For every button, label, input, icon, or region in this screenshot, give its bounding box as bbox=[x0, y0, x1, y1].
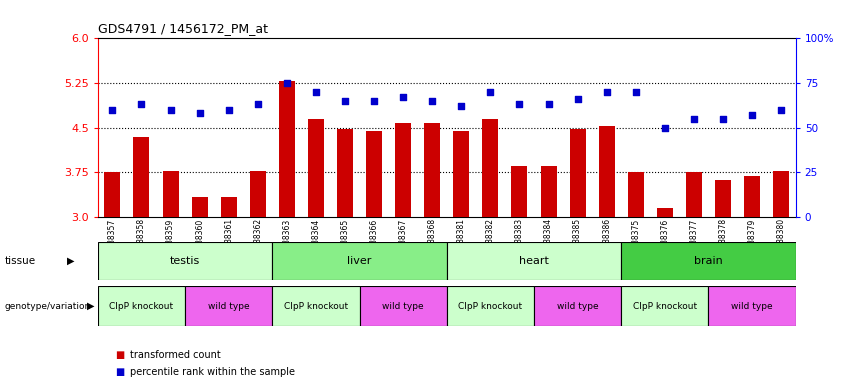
Bar bbox=[191, 197, 208, 217]
Point bbox=[222, 107, 236, 113]
Point bbox=[309, 89, 323, 95]
Point bbox=[483, 89, 497, 95]
Text: GDS4791 / 1456172_PM_at: GDS4791 / 1456172_PM_at bbox=[98, 22, 268, 35]
Bar bbox=[186, 286, 272, 326]
Bar bbox=[621, 242, 796, 280]
Bar bbox=[454, 131, 469, 217]
Text: testis: testis bbox=[170, 256, 200, 266]
Bar bbox=[366, 131, 382, 217]
Bar bbox=[395, 123, 411, 217]
Point bbox=[687, 116, 700, 122]
Point bbox=[163, 107, 177, 113]
Bar bbox=[447, 242, 621, 280]
Bar bbox=[447, 286, 534, 326]
Bar bbox=[98, 286, 186, 326]
Text: wild type: wild type bbox=[208, 302, 249, 311]
Bar bbox=[569, 129, 585, 217]
Text: ■: ■ bbox=[115, 367, 124, 377]
Bar bbox=[709, 286, 796, 326]
Text: percentile rank within the sample: percentile rank within the sample bbox=[130, 367, 295, 377]
Text: ClpP knockout: ClpP knockout bbox=[459, 302, 523, 311]
Text: heart: heart bbox=[519, 256, 549, 266]
Bar bbox=[98, 242, 272, 280]
Bar bbox=[425, 123, 440, 217]
Point bbox=[193, 110, 207, 116]
Bar bbox=[621, 286, 708, 326]
Text: brain: brain bbox=[694, 256, 722, 266]
Bar bbox=[715, 180, 731, 217]
Text: tissue: tissue bbox=[4, 256, 36, 266]
Bar bbox=[272, 242, 447, 280]
Bar bbox=[337, 129, 353, 217]
Bar bbox=[163, 170, 179, 217]
Text: liver: liver bbox=[347, 256, 372, 266]
Point bbox=[512, 101, 526, 108]
Point bbox=[134, 101, 148, 108]
Point bbox=[368, 98, 381, 104]
Bar bbox=[308, 119, 324, 217]
Bar bbox=[774, 170, 789, 217]
Text: genotype/variation: genotype/variation bbox=[4, 302, 90, 311]
Point bbox=[338, 98, 351, 104]
Bar bbox=[250, 170, 266, 217]
Text: ▶: ▶ bbox=[88, 301, 94, 311]
Text: ClpP knockout: ClpP knockout bbox=[284, 302, 348, 311]
Point bbox=[454, 103, 468, 109]
Bar bbox=[279, 81, 294, 217]
Point bbox=[600, 89, 614, 95]
Text: ClpP knockout: ClpP knockout bbox=[110, 302, 174, 311]
Text: ▶: ▶ bbox=[67, 256, 74, 266]
Bar bbox=[105, 172, 120, 217]
Point bbox=[251, 101, 265, 108]
Point bbox=[397, 94, 410, 100]
Text: wild type: wild type bbox=[382, 302, 424, 311]
Point bbox=[629, 89, 643, 95]
Bar bbox=[534, 286, 621, 326]
Bar bbox=[628, 172, 643, 217]
Text: ClpP knockout: ClpP knockout bbox=[633, 302, 697, 311]
Point bbox=[106, 107, 119, 113]
Point bbox=[571, 96, 585, 102]
Bar bbox=[744, 177, 760, 217]
Bar bbox=[599, 126, 614, 217]
Text: wild type: wild type bbox=[557, 302, 598, 311]
Point bbox=[774, 107, 788, 113]
Bar bbox=[686, 172, 702, 217]
Point bbox=[280, 80, 294, 86]
Bar bbox=[483, 119, 499, 217]
Text: transformed count: transformed count bbox=[130, 350, 221, 360]
Point bbox=[658, 124, 671, 131]
Bar bbox=[511, 166, 528, 217]
Bar bbox=[359, 286, 447, 326]
Bar bbox=[134, 137, 150, 217]
Point bbox=[745, 112, 759, 118]
Point bbox=[717, 116, 730, 122]
Bar bbox=[657, 208, 673, 217]
Text: wild type: wild type bbox=[731, 302, 773, 311]
Bar bbox=[272, 286, 360, 326]
Text: ■: ■ bbox=[115, 350, 124, 360]
Bar bbox=[220, 197, 237, 217]
Bar bbox=[540, 166, 557, 217]
Point bbox=[426, 98, 439, 104]
Point bbox=[542, 101, 556, 108]
